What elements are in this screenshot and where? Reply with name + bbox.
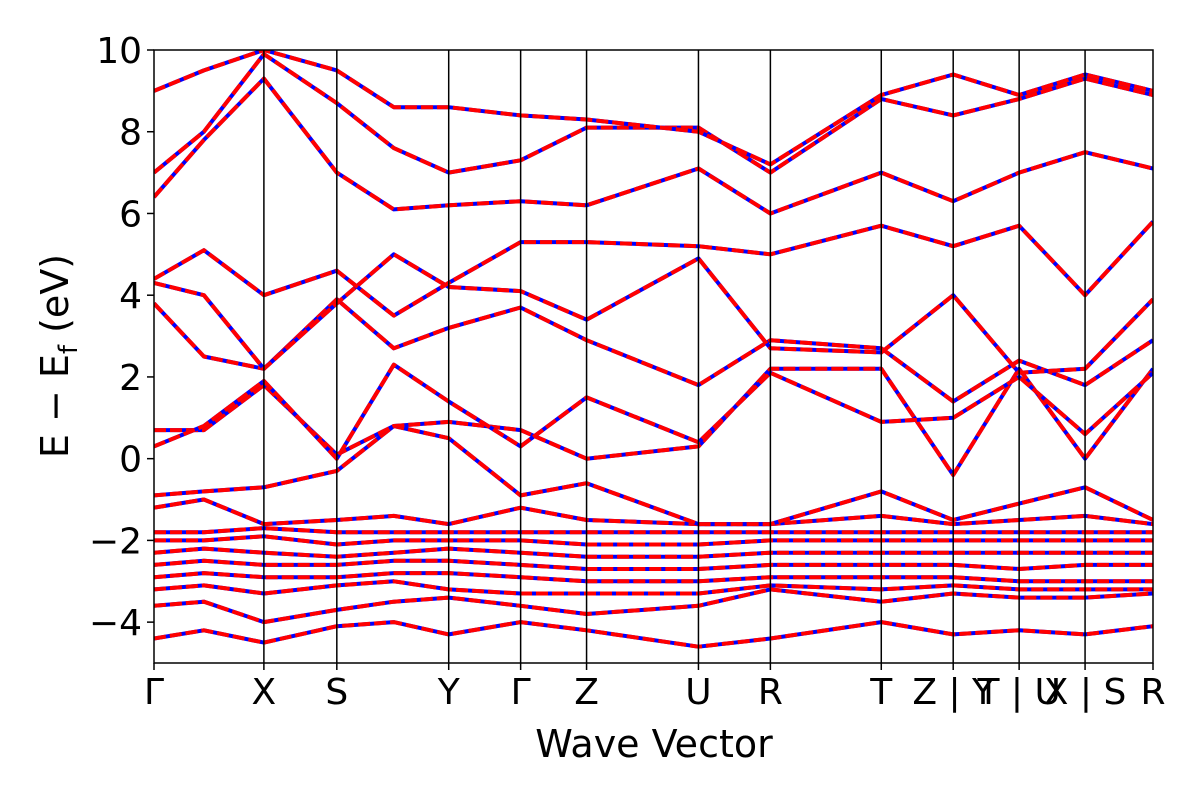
x-tick-label-7: R [758,672,783,713]
band-line-red-5 [154,546,1153,559]
x-tick-label-11: X | S [1044,672,1127,713]
band-line-red-4 [154,558,1153,571]
band-line-blue-15 [154,76,1153,216]
band-line-red-9 [154,424,1153,527]
band-line-red-11 [154,362,1153,461]
x-tick-label-9: Z | Y [912,672,995,713]
x-tick-label-4: Γ [511,672,531,713]
x-tick-label-0: Γ [144,672,164,713]
y-axis-label-subscript: f [54,344,84,354]
y-tick-label: 8 [119,113,142,154]
x-tick-label-2: S [325,672,348,713]
x-tick-label-5: Z [574,672,599,713]
x-tick-label-10: T | U [976,672,1060,713]
band-line-blue-16 [154,52,1153,175]
band-line-red-15 [154,76,1153,216]
y-axis-ticks: −4 −2 0 2 4 6 8 10 [89,31,154,644]
y-axis-label: E − Ef (eV) [33,254,84,458]
band-line-blue-14 [154,220,1153,318]
x-tick-label-3: Y [437,672,461,713]
band-line-red-0 [154,620,1153,649]
y-axis-label-main: E − E [33,354,77,458]
x-axis-label: Wave Vector [535,722,773,766]
y-tick-label: 10 [96,31,142,72]
x-axis-ticks: Γ X S Y Γ Z U R T Z | YT | UX | S R [144,663,1166,713]
x-tick-label-12: R [1140,672,1165,713]
x-tick-label-8: T [869,672,893,713]
plot-frame [153,49,1154,664]
band-lines [154,50,1153,649]
kpoint-divider-lines [263,50,1086,663]
y-tick-label: 6 [119,194,142,235]
band-line-red-7 [154,526,1153,535]
band-line-red-3 [154,571,1153,584]
band-line-blue-17 [154,50,1153,167]
band-line-red-17 [154,50,1153,167]
band-line-blue-11 [154,362,1153,461]
x-tick-label-6: U [685,672,711,713]
band-line-red-8 [154,497,1153,527]
band-line-red-14 [154,220,1153,318]
y-tick-label: −4 [89,603,142,644]
y-tick-label: −2 [89,521,142,562]
band-line-red-16 [154,52,1153,175]
y-axis-label-unit: (eV) [33,254,77,345]
y-tick-label: 4 [119,276,142,317]
y-tick-label: 2 [119,358,142,399]
x-tick-label-1: X [252,672,277,713]
y-tick-label: 0 [119,440,142,481]
band-line-red-6 [154,534,1153,547]
band-line-red-13 [154,252,1153,375]
